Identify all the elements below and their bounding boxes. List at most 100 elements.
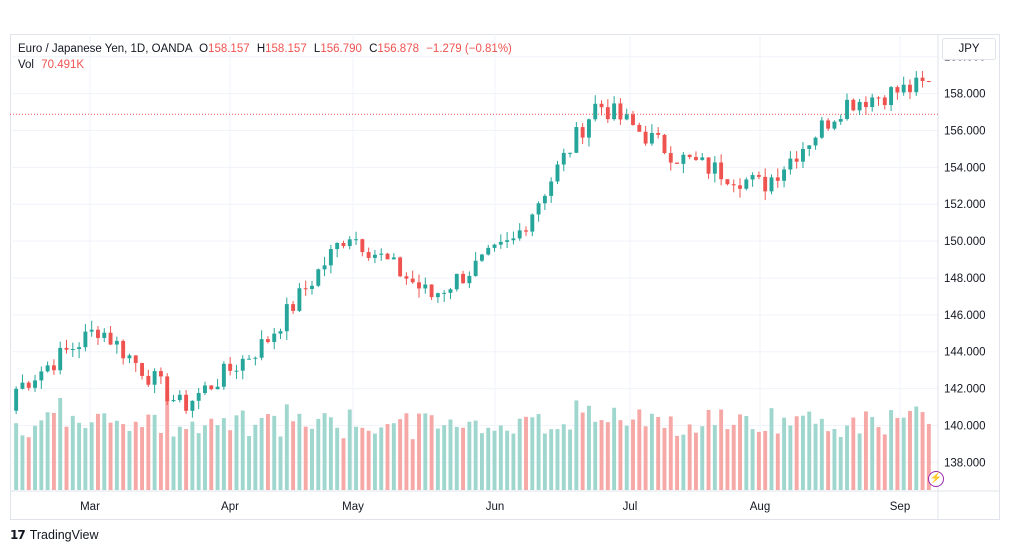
candle-body [876,97,881,99]
candle-body [442,292,447,294]
candles [14,70,931,418]
volume-bar [555,429,560,490]
candle-body [926,81,931,83]
candle-body [335,243,340,250]
candle-body [39,371,44,381]
volume-bar [354,426,359,490]
y-axis: 160.000158.000156.000154.000152.000150.0… [944,52,986,470]
volume-bar [498,425,503,490]
currency-button[interactable]: JPY [942,38,996,60]
volume-bar [517,418,522,490]
candle-body [479,254,484,261]
volume-bar [203,425,207,490]
candle-body [643,131,648,144]
brand-name: TradingView [29,528,99,542]
volume-bar [631,419,635,490]
volume-bar [675,435,680,490]
volume-bar [196,433,201,490]
candle-body [398,257,403,277]
candle-body [700,157,705,160]
candle-body [826,120,831,129]
symbol-title[interactable]: Euro / Japanese Yen, 1D, OANDA [18,43,192,55]
volume-bar [467,421,472,490]
volume-bar [20,435,25,490]
tradingview-brand[interactable]: 17 TradingView [10,528,99,542]
close-label: C [369,43,378,55]
candle-body [83,331,88,348]
volume-bar [253,424,258,490]
volume-bar [341,438,346,490]
candle-body [505,240,510,242]
volume-bar [574,400,579,490]
volume-bar [372,433,377,490]
y-tick-label: 142.000 [944,384,986,396]
volume-bar [863,411,868,490]
price-chart[interactable]: 160.000158.000156.000154.000152.000150.0… [10,34,1000,520]
candle-body [813,137,818,146]
volume-bar [96,413,100,490]
candle-body [20,382,25,389]
volume-bar [882,434,887,490]
volume-bar [738,414,742,490]
y-tick-label: 140.000 [944,420,986,432]
volume-bar [391,423,396,490]
candle-body [681,154,686,164]
volume-bar [712,425,717,490]
candle-body [725,179,730,185]
lightning-icon[interactable]: ⚡ [928,471,944,487]
candle-body [247,358,251,360]
volume-bar [146,414,151,490]
y-tick-label: 144.000 [944,347,986,359]
candle-body [775,177,780,181]
candle-body [385,253,390,260]
candle-body [51,365,56,371]
candle-body [26,382,31,388]
candle-body [542,195,547,204]
candle-body [322,265,327,270]
volume-bar [39,420,44,490]
close-value: 156.878 [377,43,419,55]
candle-body [908,84,912,93]
candle-body [769,177,774,192]
volume-bar [291,421,296,490]
open-value: 158.157 [208,43,250,55]
volume-bar [889,410,894,490]
volume-bar [442,425,447,490]
x-tick-label: Jun [486,501,505,513]
candle-body [341,243,346,247]
volume-bar [750,429,755,490]
legend: Euro / Japanese Yen, 1D, OANDA O158.157 … [18,41,512,73]
volume-bar [687,424,692,490]
volume-bar [423,413,428,490]
candle-body [347,239,352,247]
candle-body [914,77,919,93]
volume-bar [385,424,390,490]
volume-bar [448,419,453,490]
candle-body [586,119,591,138]
candle-body [278,331,283,334]
volume-bar [486,427,491,490]
candle-body [77,347,82,350]
volume-bar [322,413,327,490]
volume-bar [70,415,75,490]
volume-bar [851,417,856,490]
candle-body [794,158,799,162]
candle-body [70,349,75,351]
volume-bar [580,412,585,490]
y-tick-label: 158.000 [944,89,986,101]
volume-bar [108,422,113,490]
volume-bar [895,417,900,490]
volume-bar [794,416,799,490]
candle-body [372,254,377,258]
volume-bar [706,409,711,490]
candle-body [58,347,63,371]
volume-bar [158,432,163,490]
candle-body [303,288,308,290]
volume-bar [788,425,793,490]
candle-body [259,339,264,358]
candle-body [719,162,724,180]
candle-body [108,332,113,345]
candle-body [310,285,314,289]
volume-bar [316,418,321,490]
x-tick-label: Aug [750,501,770,513]
